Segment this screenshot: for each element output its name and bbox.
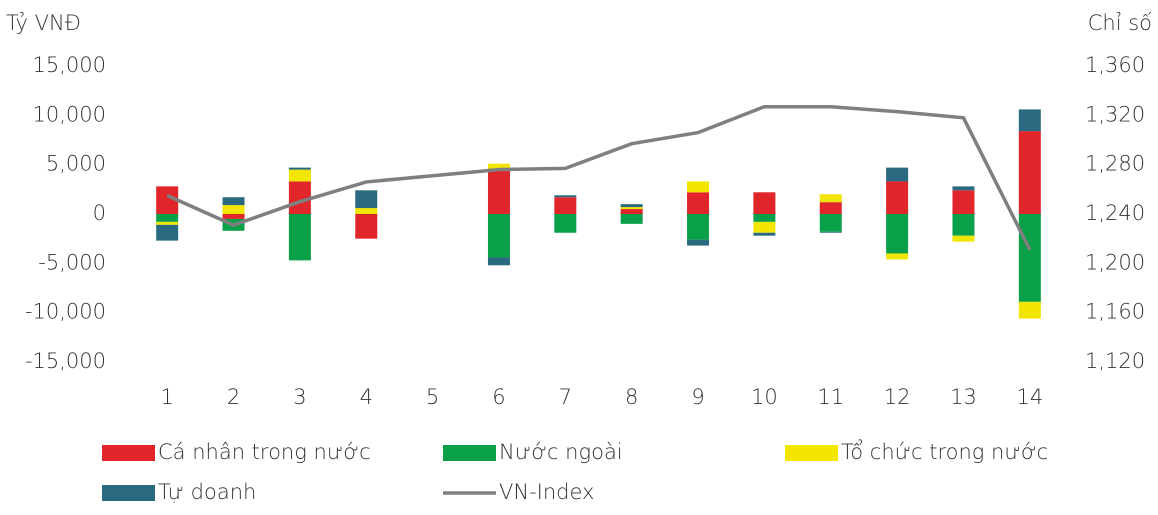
- bar-segment: [487, 257, 510, 266]
- bar-segment: [753, 221, 776, 233]
- bar-segment: [886, 253, 909, 260]
- bar-segment: [687, 239, 710, 246]
- bar-segment: [355, 214, 378, 239]
- bar-segment: [355, 190, 378, 209]
- bar-segment: [487, 163, 510, 169]
- bar-segment: [1018, 214, 1041, 302]
- bar-segment: [487, 214, 510, 258]
- legend-swatch: [443, 445, 496, 461]
- legend-label: Tổ chức trong nước: [841, 439, 1048, 464]
- y-tick-label: 5,000: [46, 152, 106, 176]
- bar-segment: [288, 181, 311, 214]
- x-tick-label: 13: [950, 385, 977, 409]
- legend-label: Tự doanh: [158, 480, 256, 504]
- bar-segment: [620, 207, 643, 210]
- bar-segment: [952, 186, 975, 191]
- bar-segment: [952, 235, 975, 242]
- bar-segment: [687, 181, 710, 193]
- x-tick-label: 5: [426, 385, 439, 409]
- x-tick-label: 2: [227, 385, 240, 409]
- bar-segment: [819, 194, 842, 203]
- bar-segment: [952, 190, 975, 214]
- bar-segment: [886, 167, 909, 182]
- bar-segment: [886, 214, 909, 254]
- y-tick-label: 10,000: [33, 102, 106, 126]
- x-tick-label: 9: [691, 385, 704, 409]
- legend-label: Nước ngoài: [499, 440, 623, 464]
- legend-label: Cá nhân trong nước: [158, 440, 371, 464]
- y2-tick-label: 1,320: [1085, 102, 1145, 126]
- y2-tick-label: 1,240: [1085, 201, 1145, 225]
- legend-swatch: [785, 445, 838, 461]
- bar-segment: [156, 214, 179, 222]
- y-tick-label: -15,000: [25, 349, 106, 373]
- y2-tick-label: 1,160: [1085, 300, 1145, 324]
- x-tick-label: 6: [492, 385, 505, 409]
- bar-segment: [554, 195, 577, 198]
- legend-label: VN-Index: [499, 480, 594, 504]
- bar-segment: [819, 231, 842, 233]
- bar-segment: [222, 214, 245, 219]
- bar-segment: [819, 202, 842, 214]
- y-tick-label: 15,000: [33, 53, 106, 77]
- index-line: [166, 104, 1032, 251]
- x-tick-label: 14: [1016, 385, 1043, 409]
- bar-segment: [288, 169, 311, 182]
- bar-segment: [487, 168, 510, 214]
- bar-segment: [355, 208, 378, 214]
- bar-segment: [753, 214, 776, 222]
- x-tick-label: 3: [293, 385, 306, 409]
- legend-swatch: [102, 445, 155, 461]
- y2-tick-label: 1,120: [1085, 349, 1145, 373]
- x-tick-label: 1: [160, 385, 173, 409]
- y2-axis-title: Chỉ số: [1088, 11, 1152, 35]
- bar-segment: [1018, 109, 1041, 132]
- y-axis-title: Tỷ VNĐ: [6, 11, 81, 35]
- bar-segment: [222, 205, 245, 214]
- bar-segment: [156, 224, 179, 241]
- bar-segment: [288, 167, 311, 170]
- bar-segment: [620, 204, 643, 208]
- x-tick-label: 4: [360, 385, 373, 409]
- bar-segment: [753, 192, 776, 214]
- bar-segment: [1018, 301, 1041, 319]
- bar-segment: [952, 214, 975, 236]
- y-tick-label: -10,000: [25, 300, 106, 324]
- bar-segment: [1018, 131, 1041, 214]
- bar-segment: [156, 221, 179, 225]
- bar-segment: [620, 214, 643, 224]
- bar-segment: [819, 214, 842, 232]
- bar-segment: [554, 214, 577, 233]
- bar-segment: [886, 181, 909, 214]
- y2-tick-label: 1,200: [1085, 250, 1145, 274]
- bar-segment: [687, 192, 710, 214]
- legend-swatch: [102, 485, 155, 501]
- bar-segment: [620, 209, 643, 214]
- x-tick-label: 12: [884, 385, 911, 409]
- x-tick-label: 11: [817, 385, 844, 409]
- y2-tick-label: 1,360: [1085, 53, 1145, 77]
- x-tick-label: 10: [751, 385, 778, 409]
- y-tick-label: -5,000: [38, 250, 106, 274]
- bar-segment: [222, 197, 245, 206]
- bar-segment: [554, 197, 577, 214]
- bar-segment: [288, 214, 311, 261]
- x-tick-label: 7: [559, 385, 572, 409]
- bar-segment: [753, 232, 776, 236]
- bar-segment: [156, 186, 179, 214]
- bar-segment: [687, 214, 710, 240]
- y2-tick-label: 1,280: [1085, 152, 1145, 176]
- y-tick-label: 0: [93, 201, 106, 225]
- x-tick-label: 8: [625, 385, 638, 409]
